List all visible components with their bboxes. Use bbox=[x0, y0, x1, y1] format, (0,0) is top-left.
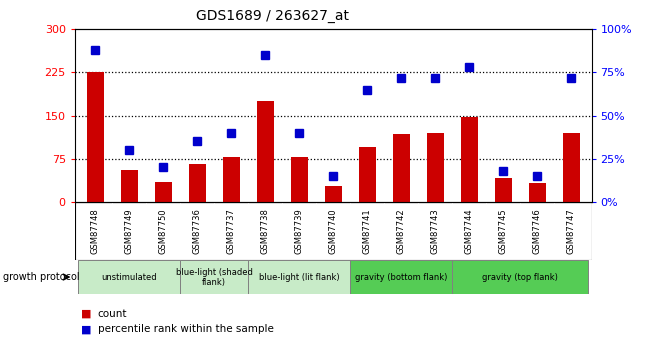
Text: gravity (bottom flank): gravity (bottom flank) bbox=[355, 273, 447, 282]
Text: GSM87744: GSM87744 bbox=[465, 208, 474, 254]
Bar bbox=[393, 134, 410, 202]
Text: GSM87746: GSM87746 bbox=[532, 208, 541, 254]
Bar bbox=[86, 72, 103, 202]
Text: GSM87737: GSM87737 bbox=[227, 208, 236, 254]
Text: GSM87739: GSM87739 bbox=[294, 208, 304, 254]
Bar bbox=[223, 157, 240, 202]
Bar bbox=[121, 170, 138, 202]
Text: ■: ■ bbox=[81, 309, 92, 319]
Text: GSM87741: GSM87741 bbox=[363, 208, 372, 254]
Bar bbox=[324, 186, 342, 202]
Text: gravity (top flank): gravity (top flank) bbox=[482, 273, 558, 282]
Text: GSM87748: GSM87748 bbox=[90, 208, 99, 254]
Bar bbox=[495, 178, 512, 202]
Text: GSM87742: GSM87742 bbox=[396, 208, 406, 254]
Text: blue-light (lit flank): blue-light (lit flank) bbox=[259, 273, 339, 282]
Bar bbox=[188, 165, 205, 202]
Bar bbox=[257, 101, 274, 202]
Text: GSM87747: GSM87747 bbox=[567, 208, 576, 254]
Text: count: count bbox=[98, 309, 127, 319]
Bar bbox=[528, 184, 545, 202]
Text: GSM87750: GSM87750 bbox=[159, 208, 168, 254]
Text: GSM87740: GSM87740 bbox=[329, 208, 337, 254]
Text: GDS1689 / 263627_at: GDS1689 / 263627_at bbox=[196, 9, 350, 23]
Text: percentile rank within the sample: percentile rank within the sample bbox=[98, 325, 274, 334]
Bar bbox=[291, 157, 307, 202]
Bar bbox=[426, 133, 443, 202]
Bar bbox=[452, 260, 588, 294]
Text: growth protocol: growth protocol bbox=[3, 272, 80, 282]
Bar bbox=[461, 117, 478, 202]
Text: GSM87736: GSM87736 bbox=[192, 208, 202, 254]
Text: GSM87749: GSM87749 bbox=[125, 208, 134, 254]
Text: ■: ■ bbox=[81, 325, 92, 334]
Bar bbox=[350, 260, 452, 294]
Text: GSM87745: GSM87745 bbox=[499, 208, 508, 254]
Bar bbox=[563, 133, 580, 202]
Bar bbox=[155, 182, 172, 202]
Text: GSM87738: GSM87738 bbox=[261, 208, 270, 254]
Bar bbox=[78, 260, 180, 294]
Text: GSM87743: GSM87743 bbox=[430, 208, 439, 254]
Bar bbox=[359, 147, 376, 202]
Bar bbox=[248, 260, 350, 294]
Bar bbox=[180, 260, 248, 294]
Text: blue-light (shaded
flank): blue-light (shaded flank) bbox=[176, 267, 253, 287]
Text: unstimulated: unstimulated bbox=[101, 273, 157, 282]
